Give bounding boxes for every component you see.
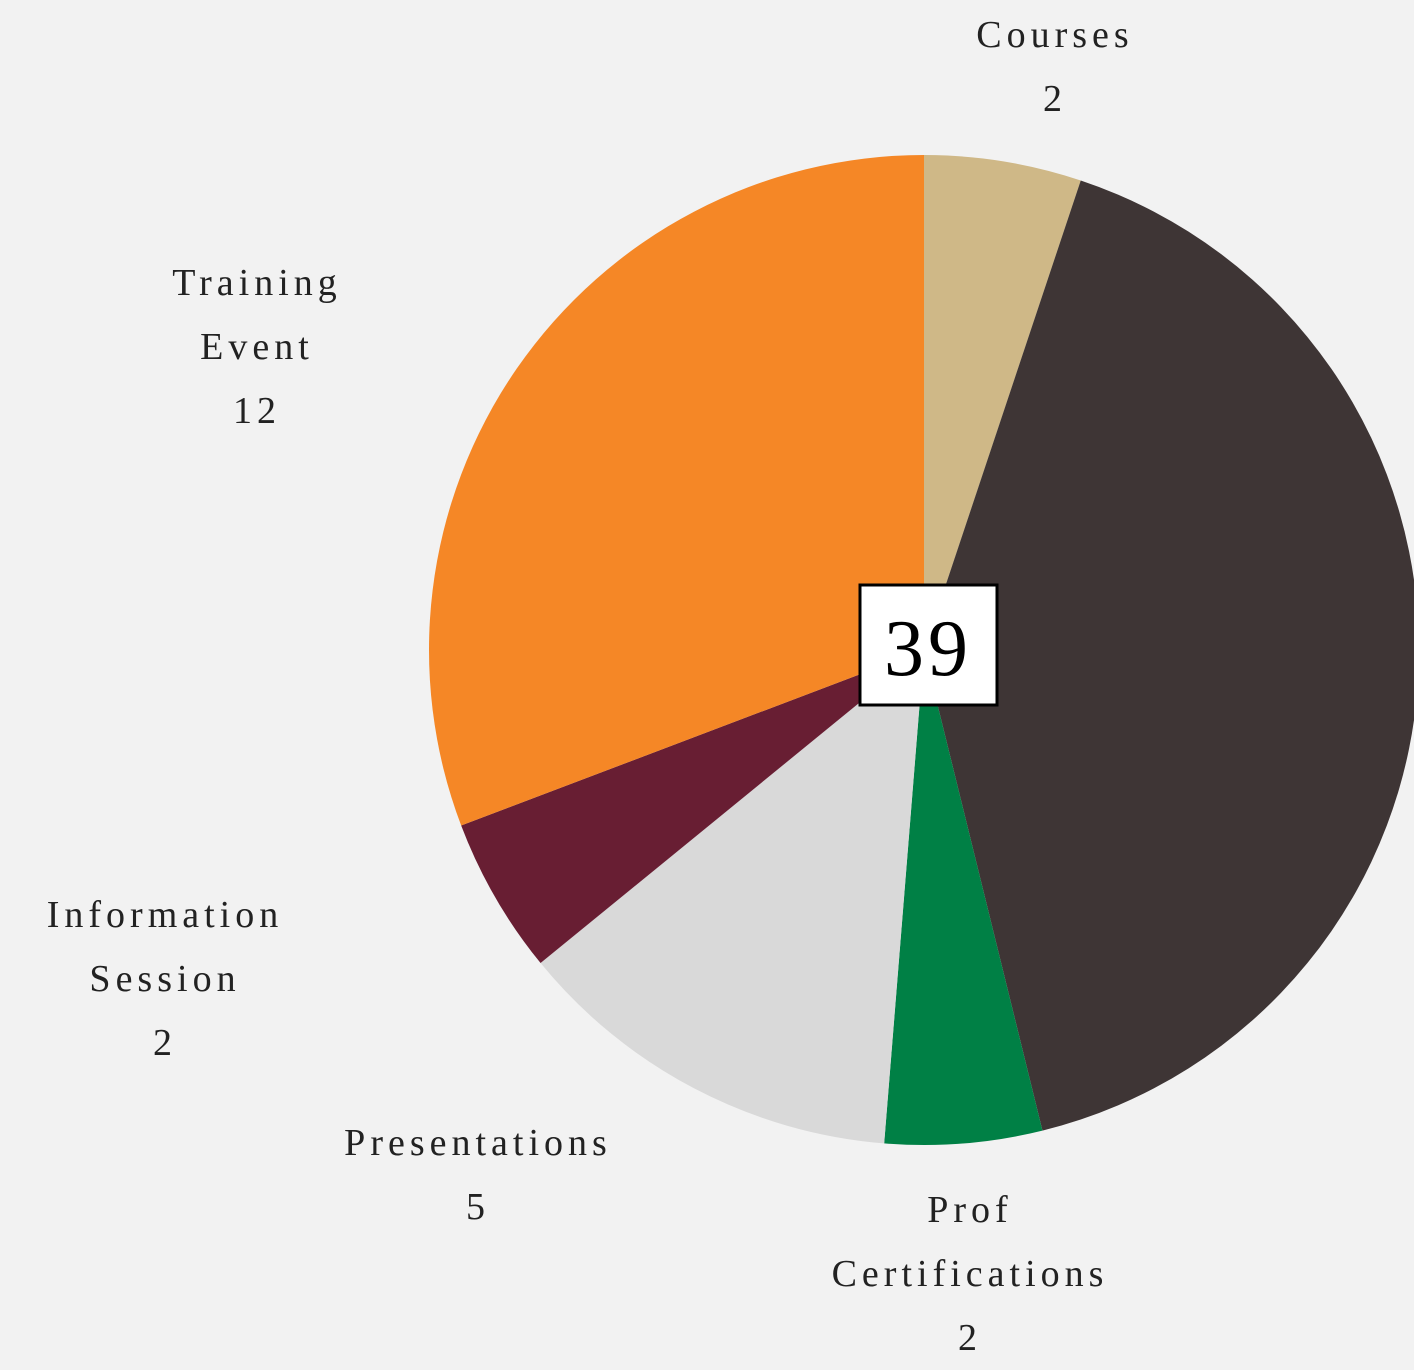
slice-label: Information Session 2 [47,883,284,1075]
value-label: 2 [957,1317,982,1359]
total-label: 39 [884,605,972,693]
category-label: Training Event [172,262,342,368]
total-box [858,583,999,707]
pie-slice [461,650,924,964]
category-label: Courses [976,14,1134,56]
value-label: 2 [1042,78,1067,120]
value-label: 2 [152,1022,177,1064]
pie-slice [924,180,1414,1131]
value-label: 5 [465,1186,490,1228]
pie-slice [884,650,1043,1145]
pie-slice [540,650,924,1144]
value-label: 12 [232,390,281,432]
category-label: Prof Certifications [831,1189,1109,1295]
pie-slice [428,155,924,826]
slice-label: Prof Certifications 2 [832,1178,1109,1370]
pie-slice [924,155,1081,650]
category-label: Information Session [46,894,284,1000]
slice-label: Courses 2 [976,3,1133,131]
category-label: Presentations [344,1122,612,1164]
slice-label: Training Event 12 [172,251,342,443]
slice-label: Presentations 5 [344,1111,612,1239]
